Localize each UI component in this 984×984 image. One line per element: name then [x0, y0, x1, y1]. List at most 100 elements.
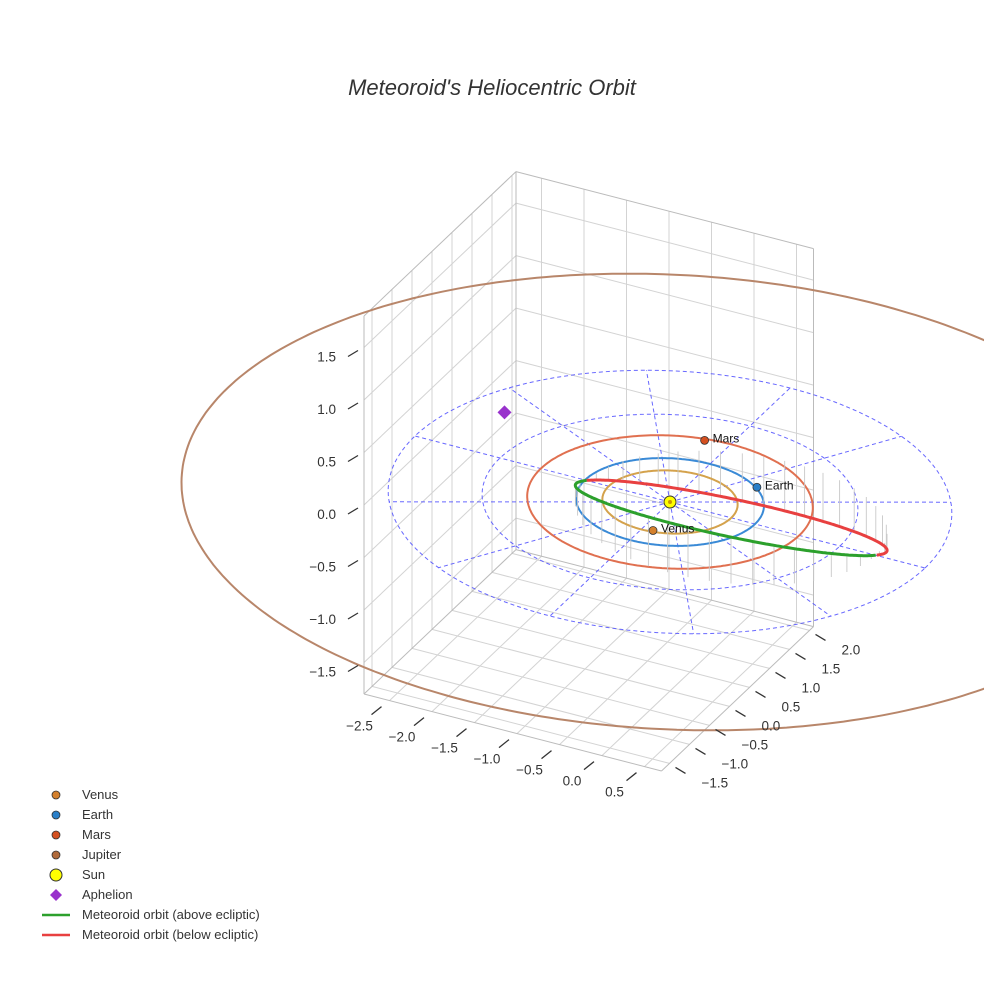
x-tick-label: 0.0 — [563, 774, 582, 789]
markers: Venus Earth Mars — [497, 405, 794, 535]
legend-marker — [51, 810, 61, 820]
floor-grid-y — [471, 590, 770, 669]
wall-grid-z — [363, 465, 517, 611]
x-tick-mark — [541, 750, 552, 760]
ecliptic-spoke — [669, 435, 902, 503]
legend-label: Earth — [82, 807, 113, 822]
meteoroid-orbit-below — [586, 478, 889, 557]
floor-grid-y — [511, 552, 810, 631]
y-tick-mark — [675, 766, 686, 774]
box-edge — [515, 171, 814, 250]
y-tick-mark — [815, 633, 826, 641]
wall-grid-z — [363, 307, 517, 453]
side-grid-z — [515, 360, 814, 439]
ecliptic-spoke — [438, 501, 671, 569]
axis-ticks: −2.5−2.0−1.5−1.0−0.50.00.5−1.5−1.0−0.50.… — [309, 350, 860, 800]
legend-label: Sun — [82, 867, 105, 882]
z-tick-mark — [347, 454, 359, 463]
z-tick-label: −1.0 — [309, 612, 336, 627]
wall-grid-z — [363, 202, 517, 348]
planet-mars — [700, 435, 709, 445]
legend-label: Aphelion — [82, 887, 133, 902]
floor-grid-x — [431, 566, 585, 712]
planet-label-earth: Earth — [765, 478, 794, 492]
x-tick-mark — [456, 728, 467, 738]
legend-item-5[interactable]: Aphelion — [50, 887, 133, 902]
box-edge — [515, 549, 814, 628]
legend-marker — [50, 889, 62, 901]
floor-grid-x — [474, 577, 627, 723]
wall-grid-z — [363, 360, 517, 506]
legend-item-1[interactable]: Earth — [51, 807, 113, 822]
orbit-droplines — [574, 450, 888, 585]
floor-grid-y — [491, 571, 790, 650]
box-edge — [363, 549, 517, 695]
aphelion-marker — [497, 405, 512, 420]
z-tick-mark — [347, 349, 359, 358]
y-tick-mark — [715, 728, 726, 736]
meteoroid-orbit — [573, 478, 889, 558]
planet-earth — [752, 482, 762, 492]
legend[interactable]: Venus Earth Mars Jupiter Sun Aphelion Meteoroi… — [42, 787, 260, 942]
meteoroid-orbit-above — [573, 478, 876, 558]
x-tick-label: −1.0 — [474, 752, 501, 767]
y-tick-mark — [735, 709, 746, 717]
box-edge — [661, 626, 814, 772]
axes-box — [363, 171, 814, 772]
legend-item-0[interactable]: Venus — [51, 787, 119, 802]
x-tick-label: 0.5 — [605, 785, 624, 800]
z-tick-mark — [347, 559, 359, 568]
x-tick-mark — [498, 739, 510, 749]
wall-grid-z — [363, 412, 517, 558]
floor-grid-x — [559, 599, 712, 745]
y-tick-mark — [795, 652, 806, 660]
z-tick-label: 0.0 — [317, 507, 336, 522]
legend-item-2[interactable]: Mars — [51, 827, 111, 842]
orbit-mars — [526, 434, 814, 570]
floor-grid-x — [601, 610, 755, 756]
side-grid-z — [515, 517, 814, 596]
legend-marker — [51, 850, 61, 860]
wall-grid-z — [363, 255, 517, 401]
legend-item-3[interactable]: Jupiter — [51, 847, 122, 862]
legend-item-7[interactable]: Meteoroid orbit (below ecliptic) — [42, 927, 258, 942]
x-tick-label: −0.5 — [516, 763, 543, 778]
x-tick-mark — [371, 706, 382, 716]
z-tick-label: −0.5 — [309, 560, 336, 575]
orbit-jupiter — [180, 272, 984, 732]
planet-venus — [648, 526, 658, 535]
planet-orbits — [180, 272, 984, 732]
x-tick-mark — [583, 761, 595, 771]
chart-title: Meteoroid's Heliocentric Orbit — [348, 75, 637, 100]
z-tick-mark — [347, 612, 359, 620]
y-tick-label: 0.0 — [762, 718, 781, 733]
y-tick-mark — [755, 690, 766, 698]
x-tick-label: −2.5 — [346, 719, 373, 734]
legend-item-6[interactable]: Meteoroid orbit (above ecliptic) — [42, 907, 260, 922]
ecliptic-ring — [481, 413, 859, 591]
floor-grid-x — [644, 621, 797, 767]
y-tick-label: 1.0 — [802, 680, 821, 695]
y-tick-label: 2.0 — [842, 642, 861, 657]
y-tick-label: 0.5 — [782, 699, 801, 714]
wall-grid-z — [363, 517, 517, 663]
side-grid-z — [515, 202, 814, 281]
legend-marker — [51, 790, 61, 800]
x-tick-mark — [413, 717, 425, 727]
box-edge — [363, 693, 662, 772]
floor-grid-y — [451, 609, 750, 688]
planet-label-mars: Mars — [713, 431, 740, 445]
legend-item-4[interactable]: Sun — [49, 867, 105, 882]
z-tick-label: 1.5 — [317, 350, 336, 365]
legend-marker — [51, 830, 61, 840]
floor-grid-y — [391, 666, 690, 745]
sun-core — [668, 500, 672, 504]
floor-grid-y — [411, 647, 710, 726]
floor-grid-x — [516, 588, 670, 734]
y-tick-label: 1.5 — [822, 661, 841, 676]
z-tick-label: −1.5 — [309, 665, 336, 680]
y-tick-label: −0.5 — [742, 737, 769, 752]
orbit-venus — [601, 469, 739, 535]
legend-label: Venus — [82, 787, 119, 802]
